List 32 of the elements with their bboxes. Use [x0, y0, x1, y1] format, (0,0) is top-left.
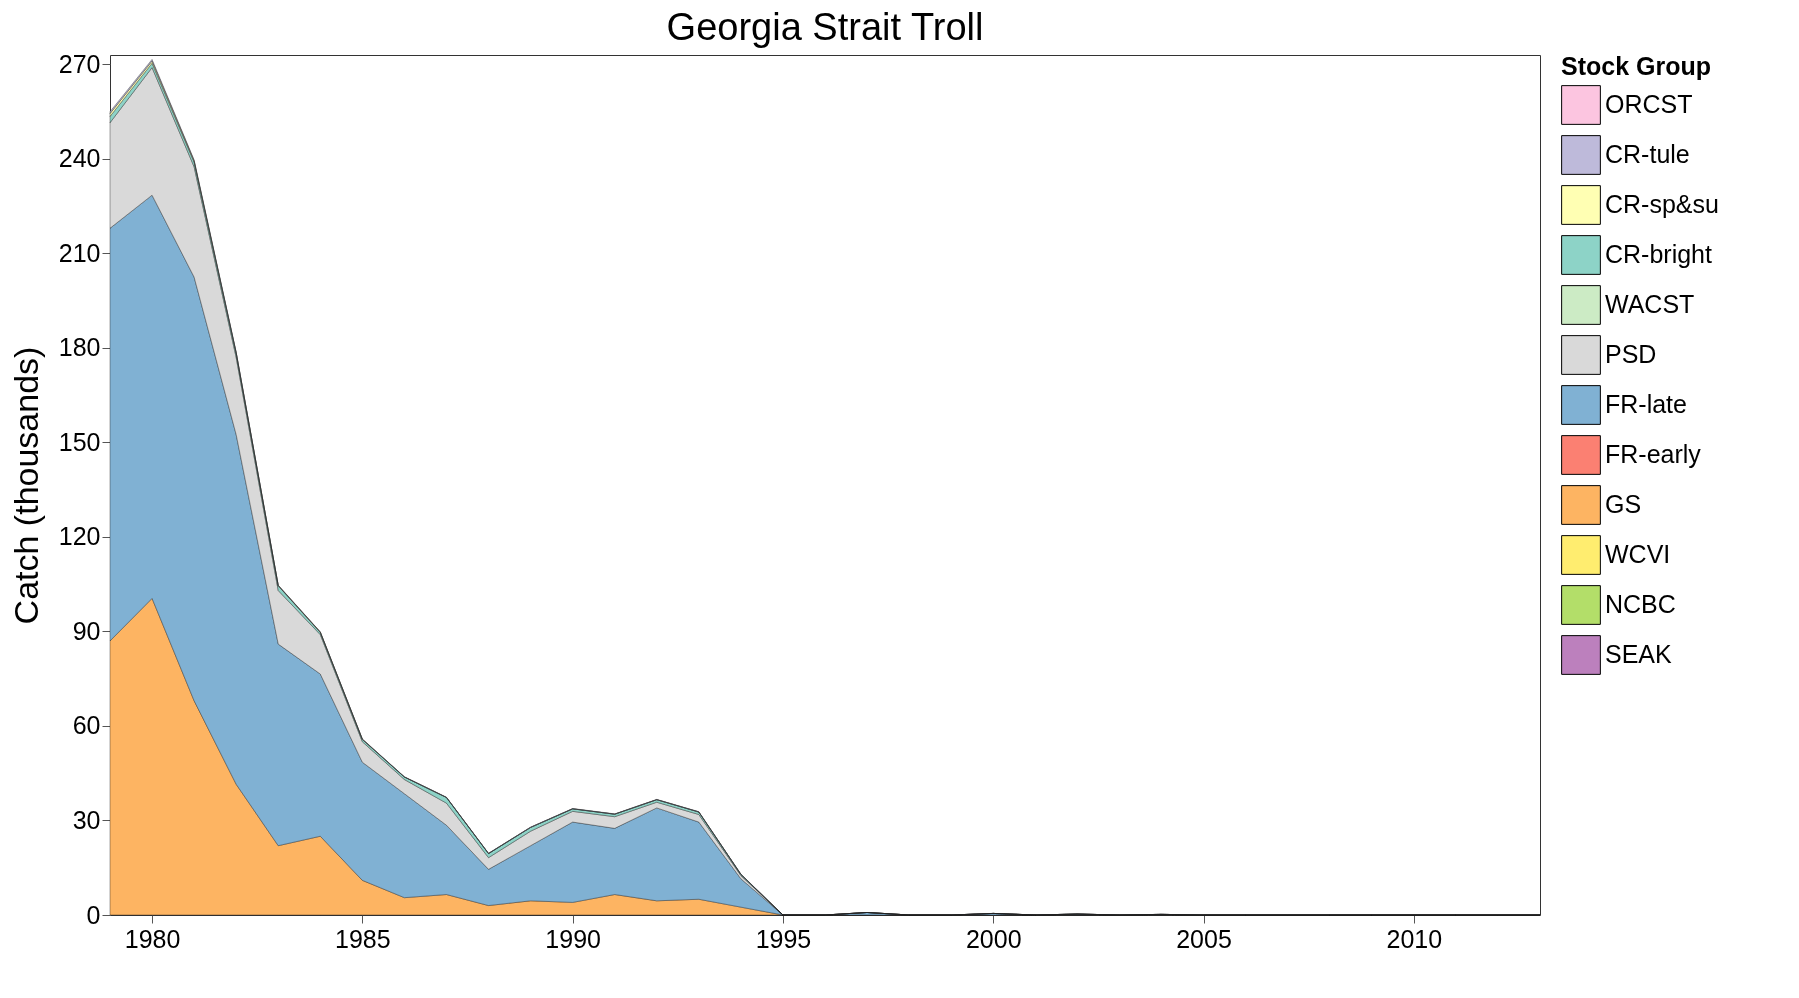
- y-tick-label: 30: [72, 805, 101, 834]
- legend-label: CR-sp&su: [1605, 190, 1719, 218]
- x-tick-label: 1990: [545, 924, 601, 953]
- y-tick-label: 270: [58, 49, 101, 78]
- x-tick-label: 2005: [1176, 924, 1232, 953]
- legend-label: WCVI: [1605, 540, 1671, 568]
- x-tick-label: 2000: [965, 924, 1022, 953]
- y-tick-label: 240: [58, 144, 101, 173]
- y-tick-label: 60: [72, 711, 101, 740]
- x-tick-label: 1980: [124, 924, 181, 953]
- x-tick-label: 1985: [335, 924, 391, 953]
- legend-label: SEAK: [1605, 640, 1673, 668]
- y-axis-title: Catch (thousands): [6, 346, 45, 625]
- y-tick-label: 210: [58, 238, 101, 267]
- legend-label: CR-bright: [1605, 240, 1713, 268]
- x-tick-label: 1995: [755, 924, 812, 953]
- legend-title: Stock Group: [1561, 52, 1712, 80]
- y-tick-label: 120: [58, 522, 101, 551]
- y-tick-label: 180: [58, 333, 101, 362]
- chart-title: Georgia Strait Troll: [666, 6, 984, 49]
- y-tick-label: 0: [86, 900, 101, 929]
- x-tick-label: 2010: [1386, 924, 1443, 953]
- legend-label: FR-late: [1605, 390, 1687, 418]
- legend-label: FR-early: [1605, 440, 1702, 468]
- legend-label: WACST: [1605, 290, 1695, 318]
- legend-label: ORCST: [1605, 90, 1693, 118]
- legend-label: GS: [1605, 490, 1642, 518]
- legend-label: PSD: [1605, 340, 1657, 368]
- legend-label: NCBC: [1605, 590, 1676, 618]
- y-tick-label: 150: [58, 427, 101, 456]
- legend-label: CR-tule: [1605, 140, 1690, 168]
- y-tick-label: 90: [72, 616, 101, 645]
